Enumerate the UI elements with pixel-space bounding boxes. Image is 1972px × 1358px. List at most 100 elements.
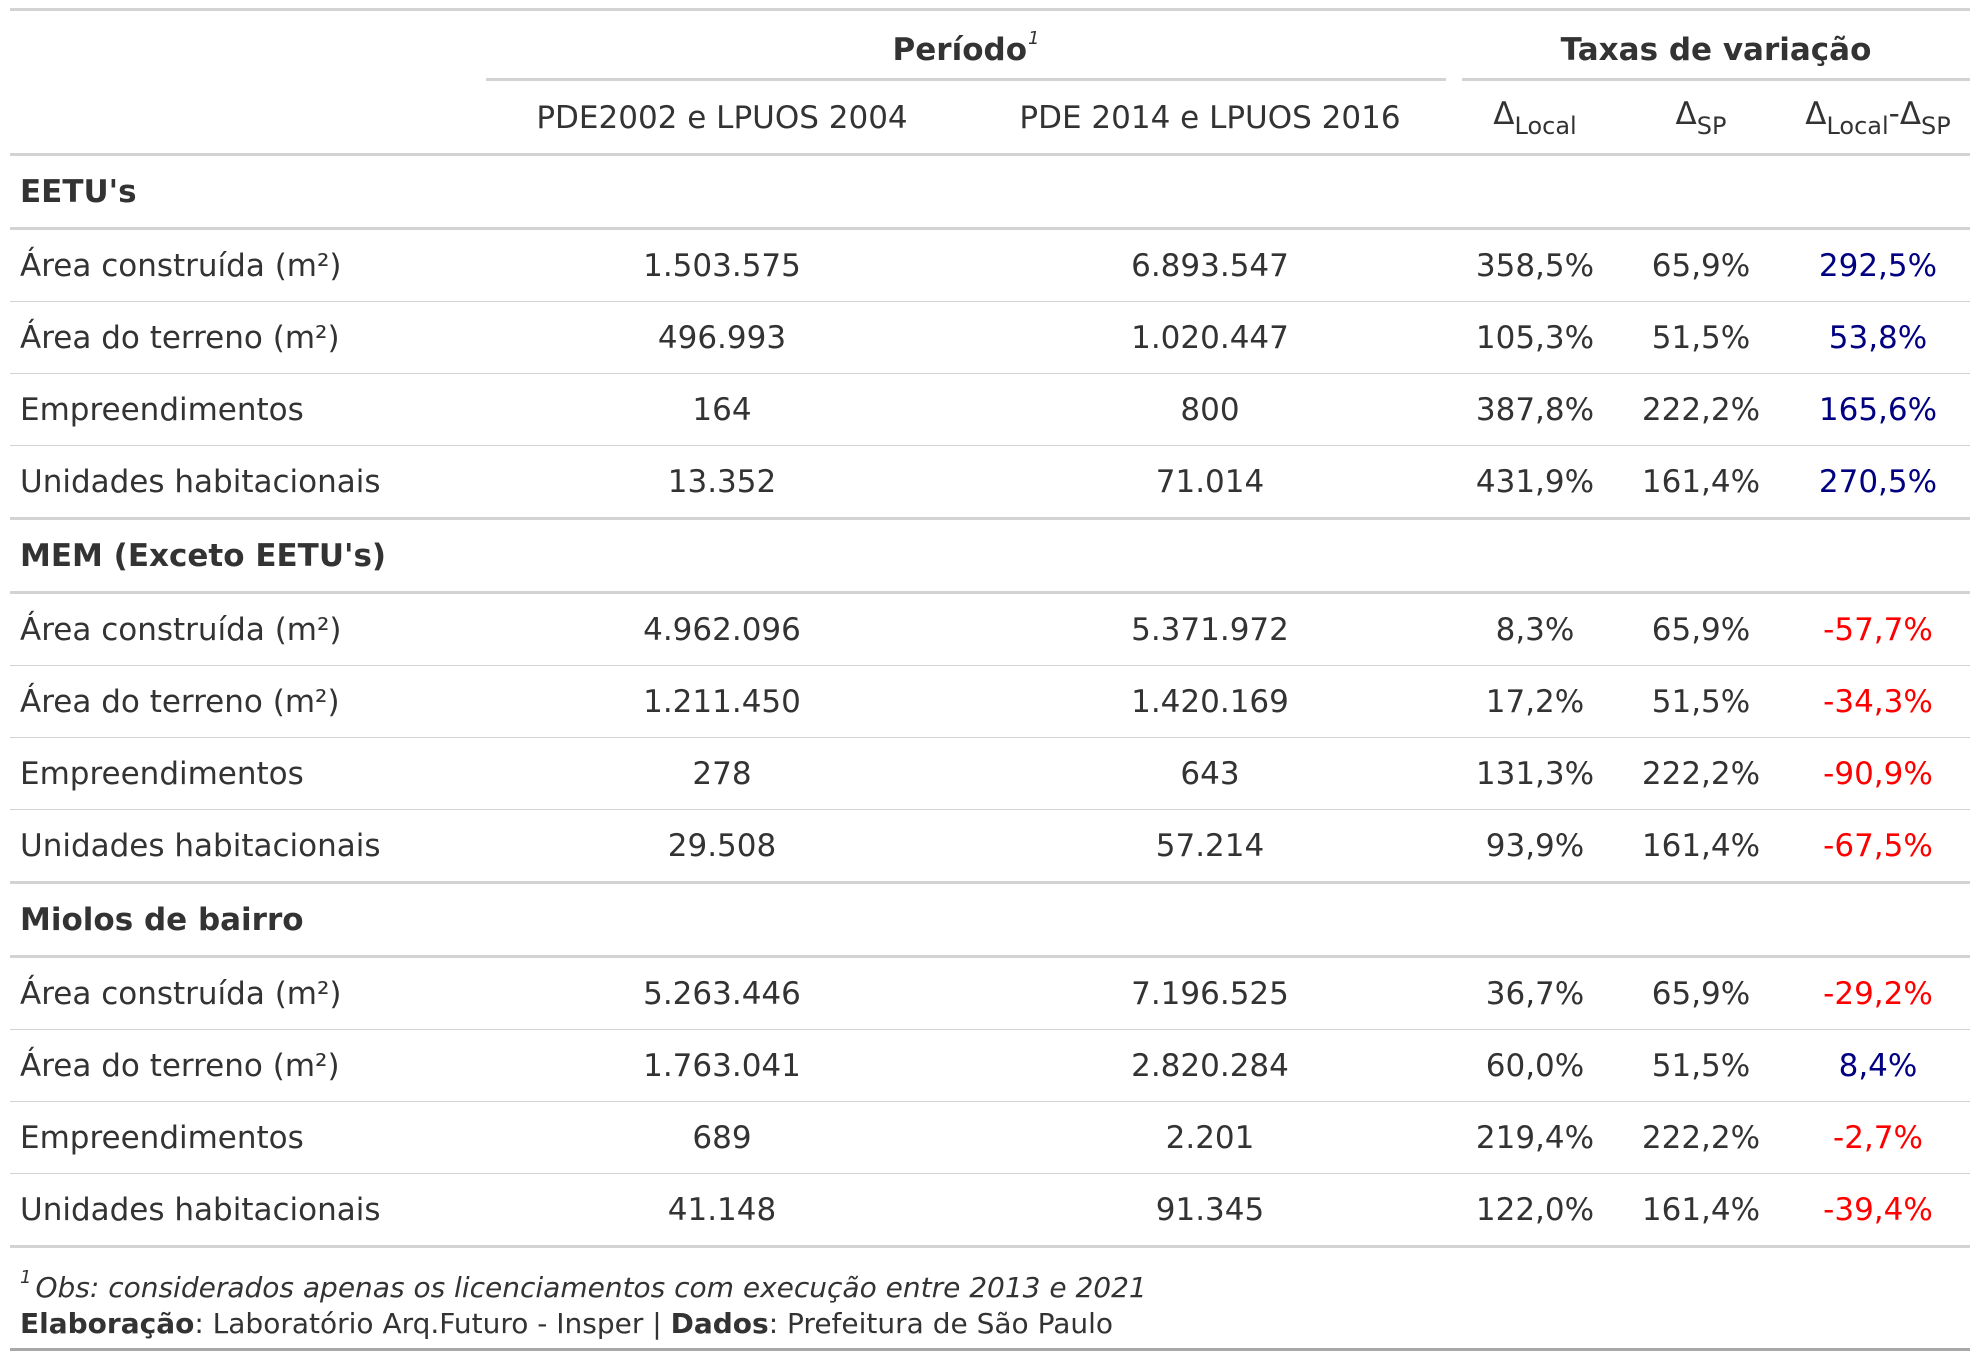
delta-sp: 222,2%: [1616, 1101, 1786, 1174]
value-2016: 643: [966, 737, 1454, 810]
row-label: Área construída (m²): [10, 228, 478, 302]
table-row: Unidades habitacionais 13.352 71.014 431,9%…: [10, 446, 1970, 519]
delta-local: 105,3%: [1454, 301, 1616, 374]
delta-local: 36,7%: [1454, 956, 1616, 1030]
column-header-delta-diff: ΔLocal-ΔSP: [1786, 83, 1970, 156]
value-2016: 71.014: [1155, 463, 1265, 500]
delta-sp: 51,5%: [1616, 301, 1786, 374]
delta-diff: -39,4%: [1823, 1191, 1933, 1228]
column-header-row: PDE2002 e LPUOS 2004 PDE 2014 e LPUOS 20…: [10, 83, 1970, 156]
value-2016: 2.201: [966, 1101, 1454, 1174]
source-note: Elaboração: Laboratório Arq.Futuro - Ins…: [20, 1307, 1114, 1340]
table-row: Unidades habitacionais 41.148 91.345 122,0%…: [10, 1174, 1970, 1247]
table-container: Período1 Taxas de variação PDE2002 e LPU…: [10, 8, 1970, 1351]
value-2004: 496.993: [478, 301, 966, 374]
group-title: MEM (Exceto EETU's): [10, 517, 1970, 594]
delta-diff: 53,8%: [1786, 301, 1970, 374]
row-label: Área construída (m²): [10, 956, 478, 1030]
delta-diff: 270,5%: [1818, 463, 1938, 500]
delta-local: 387,8%: [1454, 373, 1616, 446]
table-row: Área construída (m²) 1.503.575 6.893.547 35…: [10, 228, 1970, 302]
table-row: Empreendimentos 689 2.201 219,4% 222,2% -2,7%: [10, 1101, 1970, 1174]
row-label: Unidades habitacionais: [20, 463, 381, 500]
delta-sp: 65,9%: [1616, 956, 1786, 1030]
delta-diff: -34,3%: [1786, 665, 1970, 738]
value-2004: 13.352: [667, 463, 777, 500]
table-row: Área construída (m²) 5.263.446 7.196.525 36…: [10, 956, 1970, 1030]
group-header-row: MEM (Exceto EETU's): [10, 517, 1970, 594]
value-2004: 689: [478, 1101, 966, 1174]
value-2004: 5.263.446: [478, 956, 966, 1030]
column-header-pde2002: PDE2002 e LPUOS 2004: [478, 83, 966, 156]
table-row: Área do terreno (m²) 1.211.450 1.420.169 17…: [10, 665, 1970, 738]
spanner-taxas: Taxas de variação: [1462, 32, 1970, 81]
delta-sp: 65,9%: [1616, 592, 1786, 666]
column-header-pde2014: PDE 2014 e LPUOS 2016: [966, 83, 1454, 156]
row-label: Unidades habitacionais: [20, 827, 381, 864]
value-2004: 41.148: [667, 1191, 777, 1228]
footnote-mark: 1: [1028, 28, 1040, 49]
value-2004: 164: [478, 373, 966, 446]
value-2004: 4.962.096: [478, 592, 966, 666]
value-2004: 278: [478, 737, 966, 810]
value-2016: 800: [966, 373, 1454, 446]
delta-sp: 222,2%: [1616, 737, 1786, 810]
delta-local: 122,0%: [1475, 1191, 1595, 1228]
row-label: Unidades habitacionais: [20, 1191, 381, 1228]
delta-sp: 51,5%: [1616, 665, 1786, 738]
delta-local: 219,4%: [1454, 1101, 1616, 1174]
delta-local: 358,5%: [1454, 228, 1616, 302]
column-header-delta-sp: ΔSP: [1616, 83, 1786, 156]
table-row: Unidades habitacionais 29.508 57.214 93,9% 1…: [10, 810, 1970, 883]
value-2016: 7.196.525: [966, 956, 1454, 1030]
column-header-delta-local: ΔLocal: [1454, 83, 1616, 156]
table-row: Empreendimentos 278 643 131,3% 222,2% -90,9%: [10, 737, 1970, 810]
delta-diff: -67,5%: [1823, 827, 1933, 864]
group-header-row: Miolos de bairro: [10, 881, 1970, 958]
delta-diff: -2,7%: [1786, 1101, 1970, 1174]
delta-local: 131,3%: [1454, 737, 1616, 810]
footnote-obs: 1 Obs: considerados apenas os licenciamen…: [20, 1267, 1147, 1304]
value-2016: 6.893.547: [966, 228, 1454, 302]
bottom-divider: [10, 1348, 1970, 1351]
row-label: Área do terreno (m²): [10, 1029, 478, 1102]
delta-local: 8,3%: [1454, 592, 1616, 666]
delta-sp: 161,4%: [1641, 463, 1761, 500]
delta-sp: 51,5%: [1616, 1029, 1786, 1102]
table-row: Área construída (m²) 4.962.096 5.371.972 8,…: [10, 592, 1970, 666]
delta-diff: -57,7%: [1786, 592, 1970, 666]
row-label: Área construída (m²): [10, 592, 478, 666]
spanner-periodo: Período1: [486, 28, 1446, 81]
notes: 1 Obs: considerados apenas os licenciamen…: [10, 1258, 1970, 1346]
delta-diff: 165,6%: [1786, 373, 1970, 446]
delta-sp: 161,4%: [1641, 1191, 1761, 1228]
delta-diff: 292,5%: [1786, 228, 1970, 302]
value-2016: 1.420.169: [966, 665, 1454, 738]
value-2016: 57.214: [1155, 827, 1265, 864]
row-label: Empreendimentos: [10, 737, 478, 810]
delta-diff: 8,4%: [1786, 1029, 1970, 1102]
delta-local: 431,9%: [1475, 463, 1595, 500]
spanner-row: Período1 Taxas de variação: [10, 11, 1970, 83]
table-row: Empreendimentos 164 800 387,8% 222,2% 165,6%: [10, 373, 1970, 446]
delta-sp: 222,2%: [1616, 373, 1786, 446]
group-header-row: EETU's: [10, 154, 1970, 230]
delta-sp: 65,9%: [1616, 228, 1786, 302]
data-table: Período1 Taxas de variação PDE2002 e LPU…: [10, 8, 1970, 1249]
value-2016: 2.820.284: [966, 1029, 1454, 1102]
group-title: EETU's: [10, 154, 1970, 230]
row-label: Empreendimentos: [10, 1101, 478, 1174]
value-2004: 29.508: [667, 827, 777, 864]
delta-local: 93,9%: [1485, 827, 1585, 864]
delta-diff: -90,9%: [1786, 737, 1970, 810]
row-label: Empreendimentos: [10, 373, 478, 446]
value-2016: 1.020.447: [966, 301, 1454, 374]
value-2016: 5.371.972: [966, 592, 1454, 666]
row-label: Área do terreno (m²): [10, 665, 478, 738]
value-2004: 1.763.041: [478, 1029, 966, 1102]
delta-diff: -29,2%: [1786, 956, 1970, 1030]
delta-local: 17,2%: [1454, 665, 1616, 738]
value-2004: 1.503.575: [478, 228, 966, 302]
delta-sp: 161,4%: [1641, 827, 1761, 864]
value-2016: 91.345: [1155, 1191, 1265, 1228]
